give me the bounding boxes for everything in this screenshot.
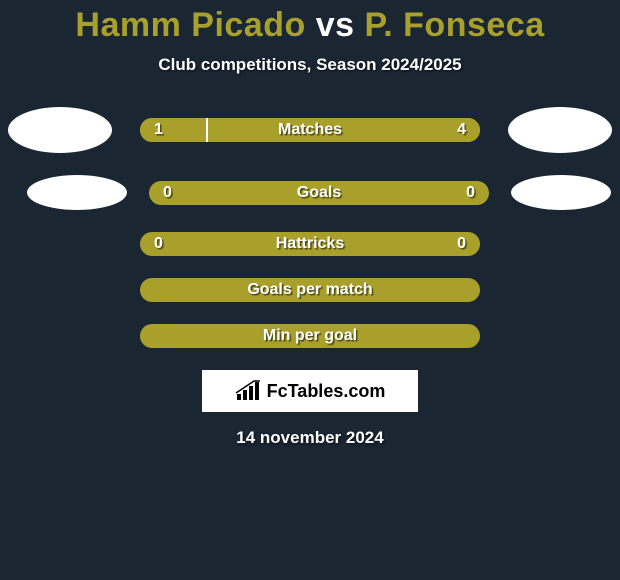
title-player1: Hamm Picado <box>75 6 305 44</box>
stat-bar-mpg: Min per goal <box>140 324 480 348</box>
stat-value-left: 0 <box>149 184 209 202</box>
comparison-card: Hamm Picado vs P. Fonseca Club competiti… <box>0 0 620 448</box>
stat-bar-goals: 0 Goals 0 <box>149 181 489 205</box>
stat-value-left: 0 <box>140 235 200 253</box>
stat-row: 0 Hattricks 0 <box>0 232 620 256</box>
stat-row: 0 Goals 0 <box>0 175 620 210</box>
stat-value-right: 4 <box>420 121 480 139</box>
stat-label: Goals per match <box>200 281 420 299</box>
stat-bar-matches: 1 Matches 4 <box>140 118 480 142</box>
title-vs: vs <box>306 6 365 44</box>
stat-row: Goals per match <box>0 278 620 302</box>
player1-club-avatar <box>27 175 127 210</box>
stat-label: Matches <box>200 121 420 139</box>
stat-value-left: 1 <box>140 121 200 139</box>
player2-club-avatar <box>511 175 611 210</box>
player2-avatar <box>508 107 612 153</box>
chart-bars-icon <box>235 380 263 402</box>
stat-value-right: 0 <box>420 235 480 253</box>
date-label: 14 november 2024 <box>0 428 620 448</box>
subtitle: Club competitions, Season 2024/2025 <box>0 55 620 75</box>
stat-rows: 1 Matches 4 0 Goals 0 0 <box>0 107 620 348</box>
stat-label: Min per goal <box>200 327 420 345</box>
title-player2: P. Fonseca <box>364 6 544 44</box>
stat-bar-hattricks: 0 Hattricks 0 <box>140 232 480 256</box>
page-title: Hamm Picado vs P. Fonseca <box>0 6 620 45</box>
brand-link[interactable]: FcTables.com <box>202 370 418 412</box>
stat-row: Min per goal <box>0 324 620 348</box>
brand-text: FcTables.com <box>267 381 386 402</box>
stat-row: 1 Matches 4 <box>0 107 620 153</box>
player1-avatar <box>8 107 112 153</box>
stat-bar-gpm: Goals per match <box>140 278 480 302</box>
stat-value-right: 0 <box>429 184 489 202</box>
stat-label: Goals <box>209 184 429 202</box>
stat-label: Hattricks <box>200 235 420 253</box>
